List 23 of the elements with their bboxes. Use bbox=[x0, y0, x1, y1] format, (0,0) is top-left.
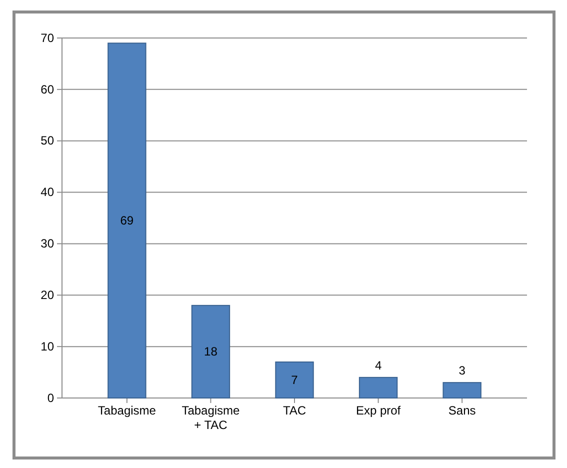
x-tick-label: TAC bbox=[282, 404, 306, 418]
y-tick-label: 50 bbox=[40, 134, 54, 148]
y-tick-label: 30 bbox=[40, 236, 54, 251]
y-tick-label: 60 bbox=[40, 82, 54, 96]
data-label: 4 bbox=[374, 358, 382, 372]
x-tick-label: Tabagisme bbox=[98, 404, 156, 418]
bar bbox=[358, 376, 398, 398]
data-label: 7 bbox=[291, 373, 298, 387]
y-tick-label: 40 bbox=[40, 185, 54, 200]
y-tick-label: 0 bbox=[47, 390, 54, 405]
data-label: 69 bbox=[120, 214, 134, 228]
bar bbox=[275, 362, 314, 398]
x-tick-label: Sans bbox=[448, 404, 476, 418]
y-tick-label: 10 bbox=[40, 339, 54, 354]
data-label: 3 bbox=[458, 364, 466, 378]
data-label: 18 bbox=[204, 344, 218, 359]
y-tick-label: 20 bbox=[40, 288, 54, 302]
x-tick-label: Tabagisme + TAC bbox=[182, 404, 240, 432]
bar bbox=[442, 382, 482, 398]
bar bbox=[191, 304, 230, 398]
x-tick-label: Exp prof bbox=[356, 404, 402, 418]
y-tick-label: 70 bbox=[40, 30, 54, 45]
bar bbox=[108, 42, 146, 398]
